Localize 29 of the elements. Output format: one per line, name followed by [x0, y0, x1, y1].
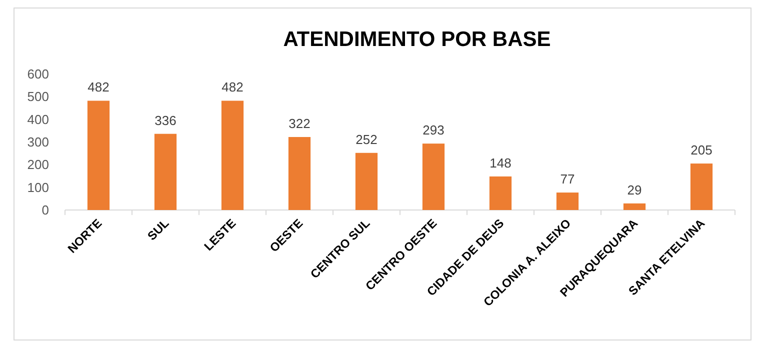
data-label: 77 [560, 172, 575, 187]
data-label: 29 [627, 182, 642, 198]
y-tick-label: 100 [27, 180, 49, 195]
y-tick-label: 600 [27, 66, 49, 82]
x-tick-label: SUL [144, 216, 172, 244]
data-label: 482 [222, 80, 244, 95]
y-tick-label: 400 [27, 112, 49, 127]
data-label: 482 [88, 80, 110, 95]
data-label: 336 [154, 112, 176, 128]
bar [623, 203, 646, 210]
bar [288, 137, 311, 210]
chart-title: ATENDIMENTO POR BASE [283, 28, 551, 51]
bar [154, 134, 177, 210]
bar [489, 176, 512, 210]
data-label: 293 [422, 122, 444, 138]
bar [556, 192, 579, 210]
bar [422, 144, 445, 210]
bar [221, 100, 244, 210]
y-tick-label: 500 [27, 89, 49, 104]
bar [355, 152, 378, 210]
y-tick-label: 200 [27, 157, 49, 172]
bar [690, 164, 713, 210]
data-label: 148 [490, 155, 512, 170]
data-label: 205 [690, 142, 712, 158]
bar [87, 100, 110, 210]
y-tick-label: 0 [42, 202, 49, 218]
data-label: 252 [356, 132, 378, 147]
data-label: 322 [288, 116, 310, 132]
y-tick-label: 300 [27, 134, 49, 150]
